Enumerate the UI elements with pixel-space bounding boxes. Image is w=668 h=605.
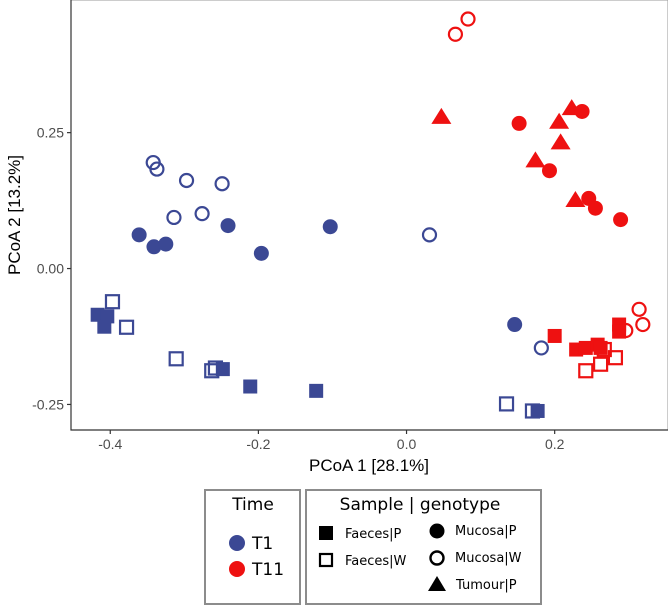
data-point-circle bbox=[253, 245, 269, 261]
data-point-open-circle bbox=[421, 227, 438, 243]
data-point-circle bbox=[613, 212, 629, 228]
data-point-circle bbox=[131, 227, 147, 243]
data-point-open-circle bbox=[178, 172, 195, 189]
legend-mucosa-w-label: Mucosa|W bbox=[455, 551, 522, 566]
data-point-square bbox=[547, 328, 562, 343]
data-point-square bbox=[97, 319, 112, 334]
x-tick-label: 0.2 bbox=[545, 436, 565, 452]
legend-time-title: Time bbox=[231, 495, 274, 515]
x-axis-ticks: -0.4 -0.2 0.0 0.2 bbox=[98, 430, 565, 452]
data-point-open-circle bbox=[149, 161, 165, 177]
legend-mucosa-p-label: Mucosa|P bbox=[455, 524, 517, 539]
data-point-triangle bbox=[550, 133, 571, 150]
x-tick-label: 0.0 bbox=[397, 436, 417, 452]
data-point-square bbox=[215, 362, 230, 377]
data-point-square bbox=[612, 324, 627, 339]
data-point-open-circle bbox=[460, 11, 476, 27]
data-point-circle bbox=[322, 219, 338, 235]
x-tick-label: -0.4 bbox=[98, 436, 122, 452]
data-point-open-square bbox=[578, 363, 594, 379]
data-point-circle bbox=[574, 103, 590, 119]
data-point-open-square bbox=[592, 356, 609, 372]
triangle-icon bbox=[428, 576, 446, 591]
data-point-open-square bbox=[168, 351, 184, 367]
data-point-circle bbox=[587, 200, 603, 216]
legend-time-box bbox=[204, 489, 301, 605]
data-point-open-circle bbox=[635, 316, 651, 333]
filled-square-icon bbox=[319, 526, 333, 540]
data-point-triangle bbox=[431, 107, 452, 124]
data-point-circle bbox=[507, 317, 523, 333]
legend-t11-swatch bbox=[229, 561, 245, 577]
legend-faeces-p-label: Faeces|P bbox=[345, 527, 402, 542]
legend-sample-genotype: Sample | genotype Faeces|P Faeces|W Muco… bbox=[305, 489, 542, 605]
data-point-open-circle bbox=[194, 206, 210, 222]
data-point-open-circle bbox=[214, 176, 230, 192]
y-axis-ticks: 0.25 0.00 -0.25 bbox=[32, 125, 71, 412]
y-axis-title: PCoA 2 [13.2%] bbox=[5, 155, 24, 275]
legend-faeces-w-label: Faeces|W bbox=[345, 554, 407, 569]
y-tick-label: 0.25 bbox=[37, 125, 64, 141]
data-point-square bbox=[309, 383, 324, 398]
data-point-circle bbox=[541, 163, 557, 179]
data-point-square bbox=[530, 403, 545, 418]
data-point-open-circle bbox=[533, 340, 549, 356]
data-point-open-square bbox=[607, 350, 624, 366]
data-point-open-circle bbox=[631, 301, 647, 317]
data-point-triangle bbox=[565, 191, 586, 208]
legend-t1-swatch bbox=[229, 535, 245, 551]
data-point-triangle bbox=[525, 151, 546, 168]
filled-circle-icon bbox=[429, 523, 445, 539]
legend-tumour-p-label: Tumour|P bbox=[455, 578, 517, 593]
legend-t1-label: T1 bbox=[251, 534, 273, 554]
data-point-circle bbox=[220, 218, 236, 234]
data-point-square bbox=[243, 379, 258, 394]
legend-t11-label: T11 bbox=[251, 560, 284, 580]
y-tick-label: -0.25 bbox=[32, 396, 64, 412]
data-point-open-square bbox=[104, 294, 121, 310]
y-tick-label: 0.00 bbox=[37, 261, 64, 277]
data-point-square bbox=[578, 340, 593, 355]
legend-sample-box bbox=[305, 489, 542, 605]
data-point-circle bbox=[146, 239, 162, 255]
legend-time: Time T1 T11 bbox=[204, 489, 301, 605]
data-point-open-square bbox=[498, 396, 515, 412]
data-point-triangle bbox=[549, 112, 570, 129]
data-point-open-square bbox=[118, 319, 135, 335]
data-point-open-circle bbox=[447, 26, 464, 42]
data-point-circle bbox=[511, 115, 527, 131]
open-square-icon bbox=[318, 552, 334, 568]
x-tick-label: -0.2 bbox=[246, 436, 270, 452]
legend-sample-title: Sample | genotype bbox=[340, 495, 501, 515]
x-axis-title: PCoA 1 [28.1%] bbox=[309, 456, 429, 475]
data-points bbox=[90, 11, 651, 419]
data-point-open-circle bbox=[166, 209, 182, 226]
data-point-square bbox=[593, 340, 608, 355]
data-point-circle bbox=[158, 236, 174, 252]
open-circle-icon bbox=[429, 550, 445, 566]
